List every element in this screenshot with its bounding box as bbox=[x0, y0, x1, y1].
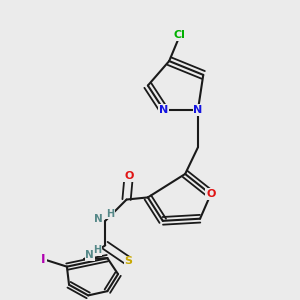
Text: N: N bbox=[193, 105, 203, 115]
Text: H: H bbox=[106, 209, 114, 219]
Text: O: O bbox=[206, 189, 215, 199]
Text: N: N bbox=[159, 105, 169, 115]
Text: I: I bbox=[41, 253, 46, 266]
Text: O: O bbox=[124, 171, 134, 181]
Text: N: N bbox=[85, 250, 94, 260]
Text: S: S bbox=[125, 256, 133, 266]
Text: Cl: Cl bbox=[174, 31, 186, 40]
Text: N: N bbox=[94, 214, 103, 224]
Text: H: H bbox=[93, 245, 101, 255]
